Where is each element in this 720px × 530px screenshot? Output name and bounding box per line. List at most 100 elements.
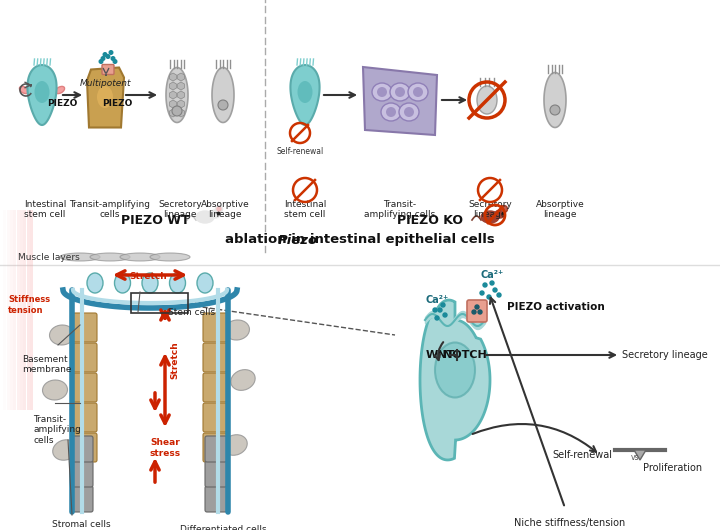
Circle shape bbox=[487, 295, 491, 299]
Circle shape bbox=[550, 105, 560, 115]
Ellipse shape bbox=[495, 210, 505, 218]
Circle shape bbox=[438, 308, 442, 312]
Text: vs: vs bbox=[631, 453, 639, 462]
Bar bbox=[23, 210, 27, 410]
Ellipse shape bbox=[481, 211, 499, 223]
Circle shape bbox=[502, 207, 506, 211]
FancyBboxPatch shape bbox=[71, 486, 93, 512]
Bar bbox=[30, 210, 33, 410]
Ellipse shape bbox=[53, 440, 78, 460]
Text: Ca²⁺: Ca²⁺ bbox=[426, 295, 449, 305]
Text: NOTCH: NOTCH bbox=[443, 350, 487, 360]
Ellipse shape bbox=[222, 435, 247, 455]
Ellipse shape bbox=[142, 273, 158, 293]
Ellipse shape bbox=[35, 81, 50, 103]
Ellipse shape bbox=[120, 253, 160, 261]
Text: Multipotent: Multipotent bbox=[79, 78, 131, 87]
Bar bbox=[4, 210, 6, 410]
Circle shape bbox=[404, 107, 414, 117]
Text: Stretch: Stretch bbox=[170, 341, 179, 379]
Polygon shape bbox=[363, 67, 437, 135]
Bar bbox=[20, 210, 23, 410]
Text: Piezo: Piezo bbox=[278, 234, 318, 246]
FancyBboxPatch shape bbox=[73, 343, 97, 372]
Bar bbox=[10, 210, 13, 410]
Circle shape bbox=[103, 52, 107, 56]
Text: PIEZO WT: PIEZO WT bbox=[121, 214, 189, 226]
Bar bbox=[14, 210, 17, 410]
Polygon shape bbox=[27, 65, 57, 125]
Text: Muscle layers: Muscle layers bbox=[18, 252, 80, 261]
Ellipse shape bbox=[169, 273, 186, 293]
FancyBboxPatch shape bbox=[203, 313, 227, 342]
Ellipse shape bbox=[97, 86, 113, 108]
Circle shape bbox=[441, 303, 445, 307]
Polygon shape bbox=[166, 67, 188, 122]
Circle shape bbox=[217, 207, 221, 211]
Text: ablation in intestinal epithelial cells: ablation in intestinal epithelial cells bbox=[225, 234, 495, 246]
Circle shape bbox=[218, 100, 228, 110]
Circle shape bbox=[107, 55, 110, 58]
Ellipse shape bbox=[390, 83, 410, 101]
FancyBboxPatch shape bbox=[73, 433, 97, 462]
FancyBboxPatch shape bbox=[73, 313, 97, 342]
Circle shape bbox=[497, 293, 501, 297]
Text: Self-renewal: Self-renewal bbox=[276, 147, 323, 156]
Text: Niche stiffness/tension: Niche stiffness/tension bbox=[514, 518, 626, 528]
Circle shape bbox=[475, 305, 479, 309]
FancyBboxPatch shape bbox=[73, 373, 97, 402]
Text: Stromal cells: Stromal cells bbox=[52, 520, 111, 529]
Bar bbox=[27, 210, 30, 410]
Ellipse shape bbox=[90, 253, 130, 261]
Ellipse shape bbox=[19, 86, 29, 94]
Text: Transit-amplifying
cells: Transit-amplifying cells bbox=[70, 200, 150, 219]
Text: Proliferation: Proliferation bbox=[643, 463, 702, 473]
Circle shape bbox=[500, 206, 508, 213]
Ellipse shape bbox=[87, 273, 103, 293]
Circle shape bbox=[493, 288, 497, 292]
FancyBboxPatch shape bbox=[205, 436, 227, 462]
Ellipse shape bbox=[381, 103, 401, 121]
Ellipse shape bbox=[230, 370, 256, 390]
Text: Intestinal
stem cell: Intestinal stem cell bbox=[24, 200, 66, 219]
Circle shape bbox=[111, 57, 114, 60]
FancyBboxPatch shape bbox=[203, 343, 227, 372]
FancyBboxPatch shape bbox=[102, 65, 114, 75]
Ellipse shape bbox=[197, 273, 213, 293]
Text: Transit-
amplifying
cells: Transit- amplifying cells bbox=[33, 415, 81, 445]
FancyBboxPatch shape bbox=[71, 436, 93, 462]
Circle shape bbox=[472, 310, 476, 314]
Bar bbox=[0, 210, 3, 410]
Circle shape bbox=[490, 281, 494, 285]
Polygon shape bbox=[634, 450, 646, 460]
Text: Absorptive
lineage: Absorptive lineage bbox=[201, 200, 249, 219]
Text: Secretory
lineage: Secretory lineage bbox=[468, 200, 512, 219]
Circle shape bbox=[172, 106, 182, 116]
Polygon shape bbox=[212, 67, 234, 122]
Circle shape bbox=[443, 313, 447, 317]
Text: Secretory lineage: Secretory lineage bbox=[622, 350, 708, 360]
Circle shape bbox=[433, 308, 437, 312]
Ellipse shape bbox=[210, 210, 220, 218]
Circle shape bbox=[109, 51, 113, 54]
Ellipse shape bbox=[408, 83, 428, 101]
Polygon shape bbox=[87, 67, 124, 128]
Text: Stiffness
tension: Stiffness tension bbox=[8, 295, 50, 315]
Circle shape bbox=[99, 60, 103, 63]
Bar bbox=[6, 210, 9, 410]
Text: WNT: WNT bbox=[426, 350, 454, 360]
Text: Secretory
lineage: Secretory lineage bbox=[158, 200, 202, 219]
Ellipse shape bbox=[297, 81, 312, 103]
FancyBboxPatch shape bbox=[205, 486, 227, 512]
Ellipse shape bbox=[114, 273, 130, 293]
Text: Ca²⁺: Ca²⁺ bbox=[480, 270, 503, 280]
Ellipse shape bbox=[399, 103, 419, 121]
FancyBboxPatch shape bbox=[467, 300, 487, 322]
Circle shape bbox=[395, 87, 405, 97]
Ellipse shape bbox=[225, 320, 250, 340]
Text: Differentiated cells: Differentiated cells bbox=[180, 525, 266, 530]
FancyBboxPatch shape bbox=[203, 403, 227, 432]
Ellipse shape bbox=[477, 86, 497, 114]
Polygon shape bbox=[290, 65, 320, 125]
FancyBboxPatch shape bbox=[203, 433, 227, 462]
